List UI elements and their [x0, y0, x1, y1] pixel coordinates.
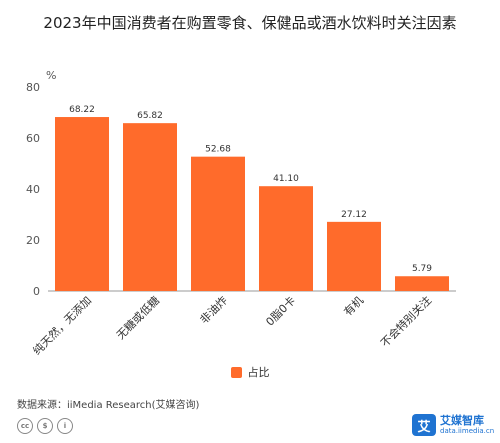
bar: [123, 123, 177, 291]
bar-value-label: 27.12: [341, 210, 367, 220]
bars-layer: [55, 117, 449, 291]
category-label: 无糖或低糖: [113, 293, 162, 342]
bar: [395, 276, 449, 291]
bar-value-label: 65.82: [137, 111, 163, 121]
bar: [327, 221, 381, 291]
category-label: 非油炸: [197, 293, 230, 326]
category-label: 纯天然，无添加: [30, 293, 94, 357]
bar: [259, 186, 313, 291]
brand-logo: 艾: [412, 414, 436, 436]
chart-title: 2023年中国消费者在购置零食、保健品或酒水饮料时关注因素: [43, 14, 457, 32]
bar-value-label: 52.68: [205, 145, 231, 155]
category-label: 有机: [341, 293, 366, 318]
source-note: 数据来源：iiMedia Research(艾媒咨询): [17, 400, 200, 411]
cc-icon: cc: [17, 418, 33, 434]
y-tick-label: 20: [26, 234, 40, 247]
bar-value-label: 41.10: [273, 174, 299, 184]
y-unit-label: %: [46, 69, 56, 82]
license-icons: cc $ i: [17, 418, 73, 434]
bar-value-label: 68.22: [69, 105, 95, 115]
by-icon: $: [37, 418, 53, 434]
category-label: 0脂0卡: [263, 293, 298, 328]
y-tick-label: 60: [26, 132, 40, 145]
y-tick-label: 80: [26, 81, 40, 94]
brand-url: data.iimedia.cn: [440, 427, 495, 435]
legend: 占比: [0, 364, 500, 380]
legend-label: 占比: [247, 366, 270, 379]
bar-value-label: 5.79: [412, 264, 432, 274]
legend-swatch: [230, 366, 242, 378]
bar: [55, 117, 109, 291]
bar: [191, 156, 245, 291]
category-label: 不会特别关注: [378, 293, 435, 350]
brand-name: 艾媒智库: [440, 414, 484, 427]
axis-layer: 0 20 40 60 80%: [26, 69, 456, 298]
person-icon: i: [57, 418, 73, 434]
brand: 艾 艾媒智库 data.iimedia.cn: [412, 414, 494, 436]
y-tick-label: 40: [26, 183, 40, 196]
y-tick-label: 0: [33, 285, 40, 298]
